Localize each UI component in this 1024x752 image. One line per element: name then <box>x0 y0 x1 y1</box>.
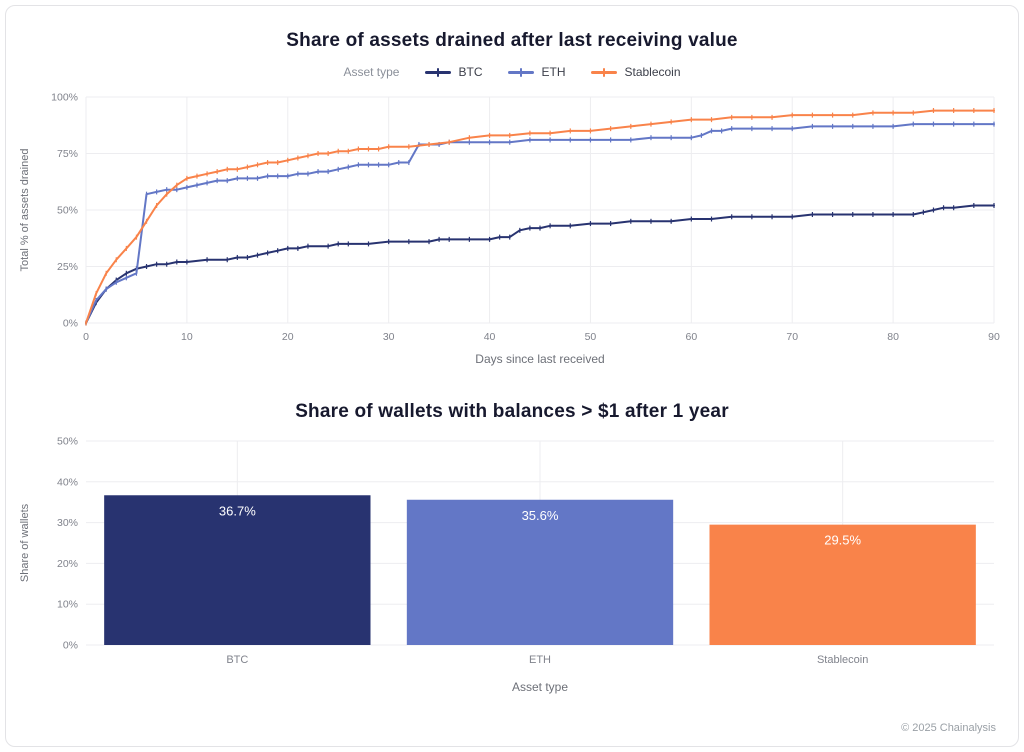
svg-text:Stablecoin: Stablecoin <box>817 654 868 666</box>
svg-text:10: 10 <box>181 331 193 343</box>
svg-text:75%: 75% <box>57 148 78 160</box>
svg-text:50%: 50% <box>57 436 78 448</box>
svg-text:40: 40 <box>484 331 496 343</box>
svg-text:ETH: ETH <box>529 654 551 666</box>
svg-text:0%: 0% <box>63 318 78 330</box>
bar-stablecoin <box>709 524 976 645</box>
svg-text:Share of wallets: Share of wallets <box>19 503 31 582</box>
legend-title: Asset type <box>343 65 400 79</box>
legend-label: Stablecoin <box>624 65 681 79</box>
bar-chart: 0% 10% 20% 30% 40% 50% 36.7% BTC 35.6% ETH 29.5% St… <box>19 436 994 694</box>
svg-text:50: 50 <box>585 331 597 343</box>
svg-text:Days since last received: Days since last received <box>475 352 604 366</box>
svg-text:Total % of assets drained: Total % of assets drained <box>19 149 31 272</box>
svg-text:90: 90 <box>988 331 1000 343</box>
svg-text:Asset type: Asset type <box>512 680 568 694</box>
chart-card: Share of assets drained after last recei… <box>5 5 1019 747</box>
svg-text:20: 20 <box>282 331 294 343</box>
bar-eth <box>406 499 674 645</box>
legend-label: BTC <box>458 65 483 79</box>
bar-btc <box>104 495 371 645</box>
svg-text:50%: 50% <box>57 205 78 217</box>
legend-label: ETH <box>541 65 566 79</box>
legend-swatch-stablecoin <box>591 67 618 77</box>
line-chart: 0% 25% 50% 75% 100% 0 10 20 30 40 50 60 70 80 90 Days s… <box>19 92 1000 367</box>
bar-chart-title: Share of wallets with balances > $1 afte… <box>295 401 729 422</box>
svg-text:36.7%: 36.7% <box>219 503 256 518</box>
line-chart-title: Share of assets drained after last recei… <box>286 30 738 51</box>
svg-text:10%: 10% <box>57 599 78 611</box>
legend-item-eth[interactable]: ETH <box>508 65 565 79</box>
line-chart-legend: Asset type BTC ETH Stablecoin <box>6 65 1018 79</box>
svg-text:100%: 100% <box>51 92 78 104</box>
svg-text:40%: 40% <box>57 476 78 488</box>
svg-text:35.6%: 35.6% <box>522 508 559 523</box>
svg-text:80: 80 <box>887 331 899 343</box>
svg-text:30: 30 <box>383 331 395 343</box>
legend-item-stablecoin[interactable]: Stablecoin <box>591 65 681 79</box>
svg-text:60: 60 <box>685 331 697 343</box>
copyright-text: © 2025 Chainalysis <box>901 722 996 734</box>
svg-text:BTC: BTC <box>226 654 248 666</box>
svg-text:20%: 20% <box>57 558 78 570</box>
svg-text:29.5%: 29.5% <box>824 533 861 548</box>
legend-swatch-eth <box>508 67 535 77</box>
svg-text:25%: 25% <box>57 261 78 273</box>
legend-swatch-btc <box>425 67 452 77</box>
svg-text:0: 0 <box>83 331 89 343</box>
legend-item-btc[interactable]: BTC <box>425 65 482 79</box>
svg-text:30%: 30% <box>57 517 78 529</box>
svg-text:0%: 0% <box>63 640 78 652</box>
svg-text:70: 70 <box>786 331 798 343</box>
